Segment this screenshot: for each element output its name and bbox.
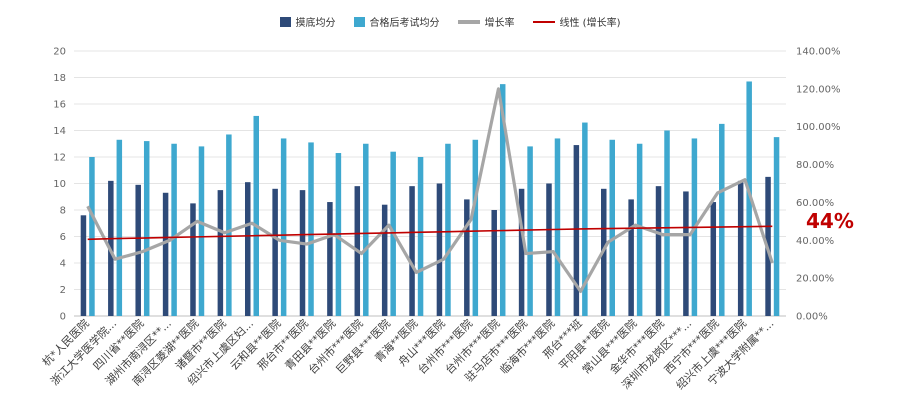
y-tick-label: 0 <box>60 312 66 323</box>
legend-label-series4: 线性 (增长率) <box>559 18 621 29</box>
bar-series2 <box>226 134 232 316</box>
y2-tick-label: 40.00% <box>796 236 834 247</box>
y-tick-label: 8 <box>60 206 66 217</box>
bar-series1 <box>409 186 415 316</box>
y2-tick-label: 0.00% <box>796 312 828 323</box>
bar-series1 <box>299 190 306 316</box>
bar-series2 <box>116 139 123 316</box>
bar-series2 <box>472 139 479 316</box>
bar-series2 <box>636 143 643 316</box>
bar-series1 <box>245 182 251 316</box>
y2-tick-label: 20.00% <box>796 274 834 285</box>
bar-series2 <box>719 123 725 316</box>
bar-series2 <box>363 143 369 316</box>
bar-series2 <box>308 142 314 316</box>
bar-series2 <box>664 130 670 316</box>
bar-series1 <box>436 183 443 316</box>
legend-label-series1: 摸底均分 <box>295 18 336 29</box>
bar-series2 <box>499 84 506 316</box>
bar-series2 <box>527 146 533 316</box>
bar-series2 <box>171 143 177 316</box>
bar-series2 <box>89 157 95 316</box>
legend-swatch-series4 <box>532 20 555 23</box>
bar-series2 <box>253 115 259 316</box>
y2-tick-label: 80.00% <box>796 160 834 171</box>
bar-series1 <box>162 192 169 316</box>
bar-series2 <box>280 138 287 316</box>
bar-series1 <box>381 204 388 316</box>
y-tick-label: 20 <box>53 47 66 58</box>
bar-series1 <box>737 180 744 316</box>
bar-series1 <box>628 199 634 316</box>
bar-series2 <box>198 146 205 316</box>
legend-label-series2: 合格后考试均分 <box>369 18 440 29</box>
y2-tick-label: 60.00% <box>796 198 834 209</box>
bar-series2 <box>582 122 588 316</box>
bar-series1 <box>683 191 689 316</box>
y-tick-label: 12 <box>53 153 66 164</box>
bar-series1 <box>464 199 470 316</box>
bar-series1 <box>327 202 333 316</box>
bar-series2 <box>417 157 424 316</box>
bar-series1 <box>573 145 580 316</box>
y-tick-label: 14 <box>53 126 66 137</box>
bar-series1 <box>135 184 141 316</box>
y-tick-label: 10 <box>53 179 66 190</box>
bar-series1 <box>710 202 717 316</box>
y2-tick-label: 140.00% <box>796 47 841 58</box>
legend-item-series3: 增长率 <box>457 14 515 29</box>
y2-tick-label: 120.00% <box>796 84 841 95</box>
legend-item-series1: 摸底均分 <box>279 14 336 29</box>
legend-item-series4: 线性 (增长率) <box>532 14 621 29</box>
line-growth-rate <box>86 87 774 293</box>
growth-callout: 44% <box>806 209 854 233</box>
line-growth-trend <box>87 225 773 241</box>
y2-tick-label: 100.00% <box>796 122 841 133</box>
y-tick-label: 2 <box>60 285 66 296</box>
y-tick-label: 16 <box>53 100 66 111</box>
bar-series2 <box>746 81 752 316</box>
y-tick-label: 6 <box>60 232 66 243</box>
bar-series1 <box>80 215 87 316</box>
bar-series2 <box>445 143 451 316</box>
legend-label-series3: 增长率 <box>484 18 515 29</box>
legend-item-series2: 合格后考试均分 <box>353 14 440 29</box>
legend-swatch-series3 <box>457 19 480 24</box>
bar-series1 <box>272 188 278 316</box>
bar-series2 <box>554 138 561 316</box>
bar-series1 <box>546 183 552 316</box>
chart-legend: 摸底均分 合格后考试均分 增长率 线性 (增长率) <box>0 14 900 29</box>
bar-series1 <box>655 186 662 316</box>
bar-series1 <box>491 210 497 316</box>
bar-series1 <box>518 188 525 316</box>
bar-series1 <box>190 203 196 316</box>
legend-swatch-series2 <box>353 16 365 27</box>
y-tick-label: 18 <box>53 73 66 84</box>
y-tick-label: 4 <box>60 259 66 270</box>
bar-series2 <box>143 141 150 316</box>
legend-swatch-series1 <box>279 16 291 27</box>
bar-series2 <box>773 137 780 316</box>
bar-series1 <box>217 190 224 316</box>
